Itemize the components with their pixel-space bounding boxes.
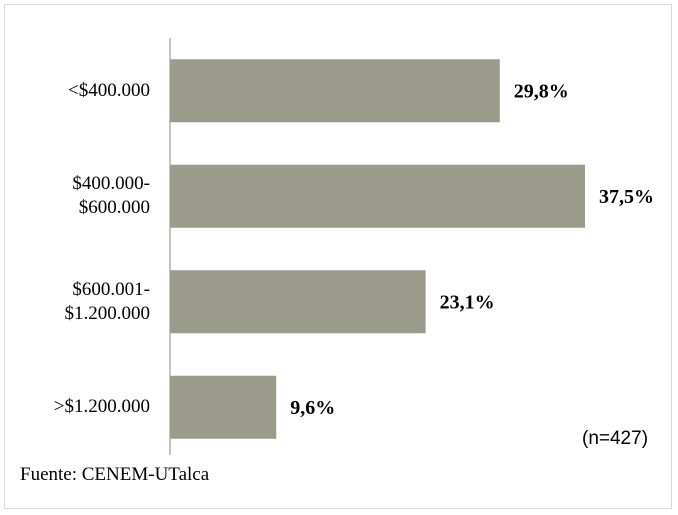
value-label: 29,8% [514,80,569,102]
value-label: 9,6% [290,397,335,419]
value-label: 37,5% [599,186,654,208]
bar [170,59,500,123]
category-label: $400.000- $600.000 [72,173,150,219]
category-label: >$1.200.000 [53,396,150,418]
bar [170,270,426,334]
sample-note: (n=427) [582,428,649,449]
source-note: Fuente: CENEM-UTalca [20,464,210,485]
value-label: 23,1% [440,291,495,313]
bar [170,164,585,228]
chart-frame [4,4,672,509]
category-label: <$400.000 [68,79,150,101]
bar [170,375,277,439]
category-label: $600.001- $1.200.000 [64,278,151,324]
